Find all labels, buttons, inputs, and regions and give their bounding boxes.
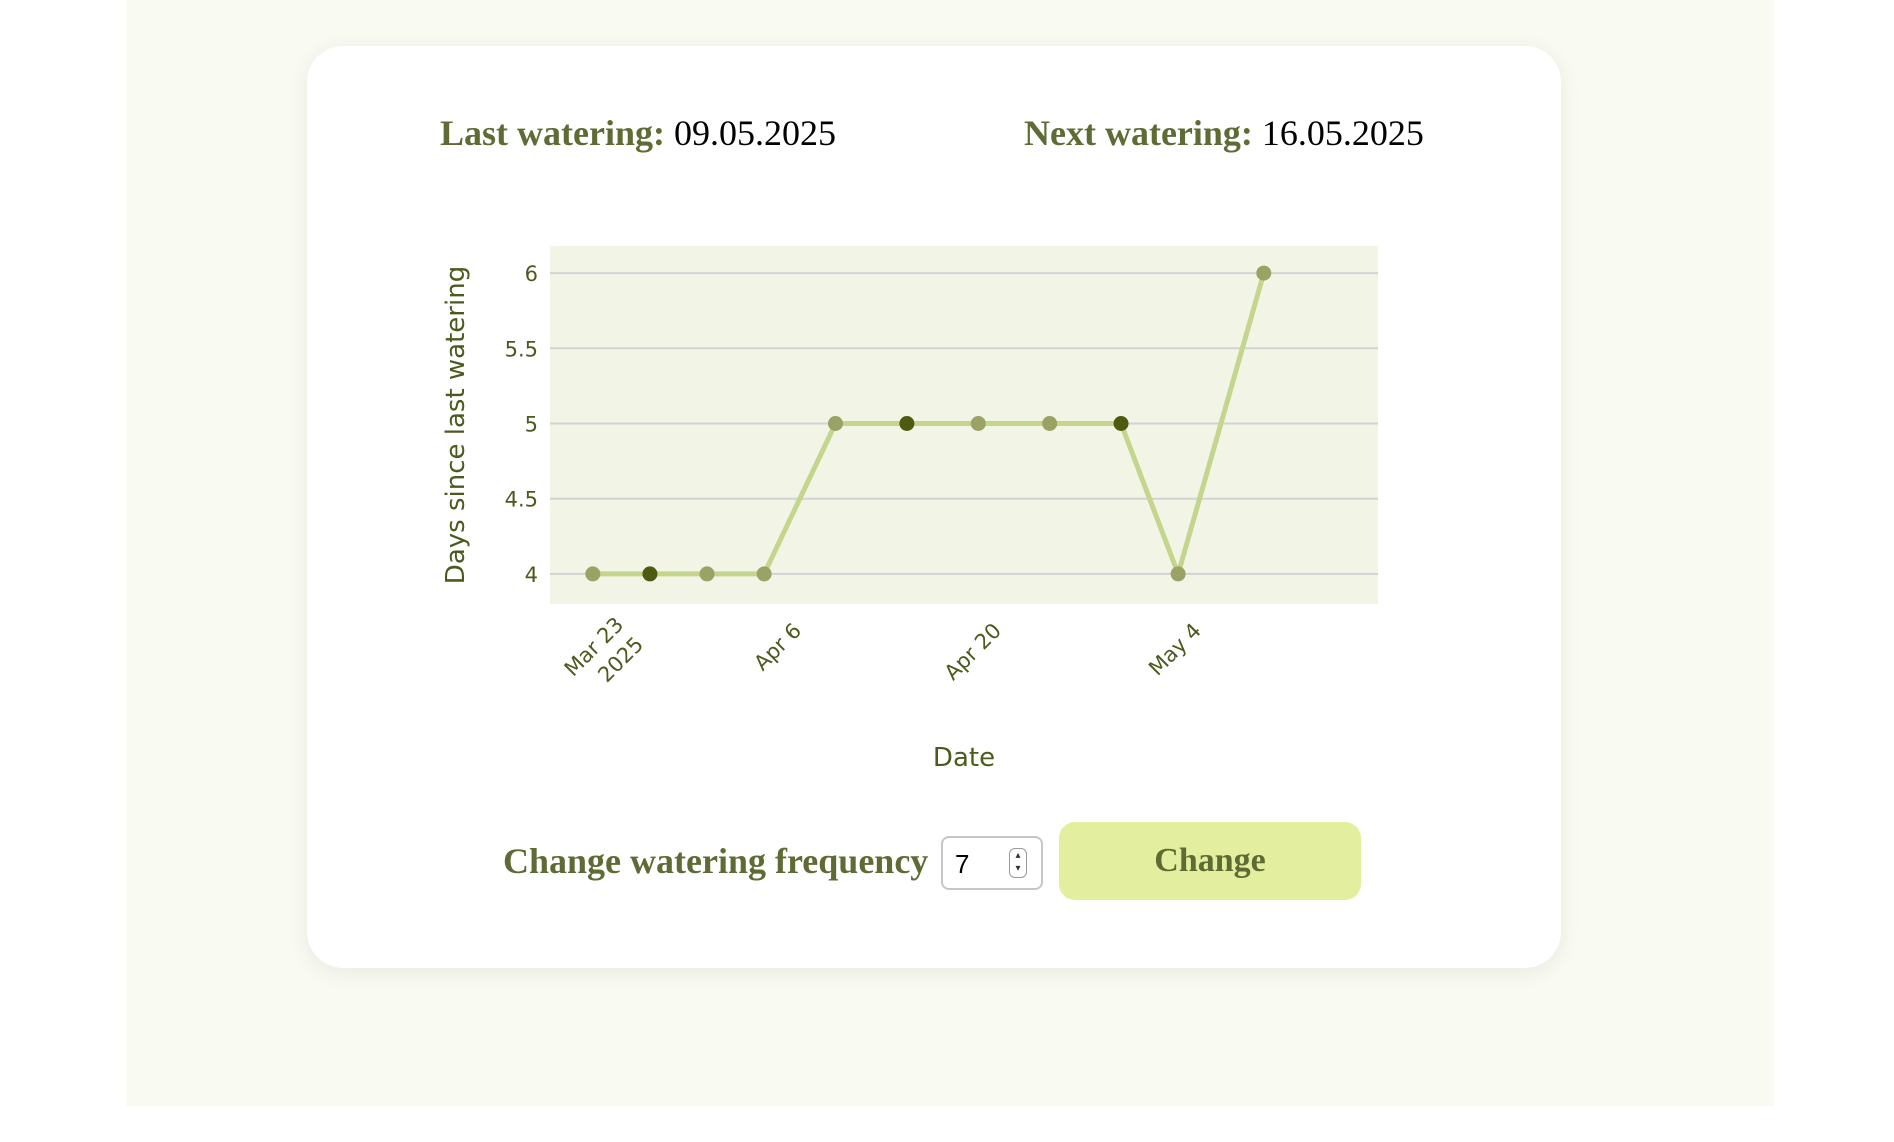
- x-tick-label: Apr 20: [940, 618, 1006, 684]
- data-point[interactable]: [1256, 265, 1272, 281]
- x-axis-title: Date: [933, 743, 995, 773]
- y-tick-label: 6: [525, 262, 538, 286]
- x-tick-line: Apr 6: [749, 618, 806, 675]
- change-button[interactable]: Change: [1059, 822, 1361, 900]
- last-watering-value: 09.05.2025: [673, 113, 836, 153]
- data-point-highlighted[interactable]: [642, 566, 658, 582]
- data-point[interactable]: [585, 566, 601, 582]
- data-point-highlighted[interactable]: [899, 415, 915, 431]
- x-tick-label: May 4: [1144, 618, 1206, 680]
- data-point[interactable]: [1042, 415, 1058, 431]
- x-axis-ticks: Mar 232025 Apr 6 Apr 20 May 4: [560, 612, 1206, 700]
- frequency-input[interactable]: 7 ▴ ▾: [941, 836, 1043, 890]
- y-axis-title: Days since last watering: [441, 266, 471, 584]
- x-tick-label: Apr 6: [749, 618, 806, 675]
- data-point[interactable]: [1170, 566, 1186, 582]
- y-axis-ticks: 4 4.5 5 5.5 6: [505, 262, 538, 587]
- y-tick-label: 5: [525, 412, 538, 436]
- watering-chart: 4 4.5 5 5.5 6 Mar 232025 Apr 6 Apr 20 May 4 Dat…: [441, 246, 1378, 773]
- data-point-highlighted[interactable]: [1113, 415, 1129, 431]
- frequency-label: Change watering frequency: [503, 841, 929, 881]
- next-watering-info: Next watering: 16.05.2025: [1024, 112, 1424, 154]
- y-tick-label: 5.5: [505, 337, 538, 361]
- frequency-row: Change watering frequency 7 ▴ ▾ Change: [0, 822, 1894, 902]
- data-point[interactable]: [756, 566, 772, 582]
- spinner-icon[interactable]: ▴ ▾: [1009, 848, 1027, 878]
- data-point[interactable]: [970, 415, 986, 431]
- y-tick-label: 4.5: [505, 488, 538, 512]
- y-tick-label: 4: [525, 563, 538, 587]
- last-watering-info: Last watering: 09.05.2025: [440, 112, 836, 154]
- data-point[interactable]: [828, 415, 844, 431]
- data-point[interactable]: [699, 566, 715, 582]
- frequency-value: 7: [955, 849, 970, 879]
- next-watering-value: 16.05.2025: [1261, 113, 1424, 153]
- data-points: [585, 265, 1272, 582]
- x-tick-label: Mar 232025: [560, 612, 648, 700]
- x-tick-line: May 4: [1144, 618, 1206, 680]
- last-watering-label: Last watering:: [440, 113, 665, 153]
- next-watering-label: Next watering:: [1024, 113, 1253, 153]
- x-tick-line: Apr 20: [940, 618, 1006, 684]
